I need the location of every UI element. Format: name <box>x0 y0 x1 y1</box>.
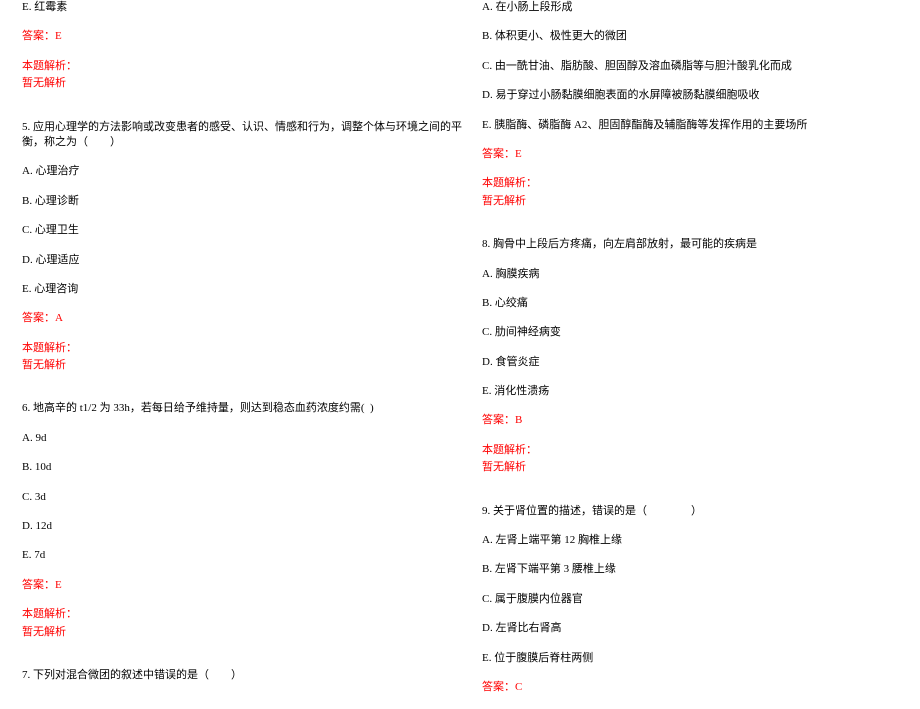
q9-option-e: E. 位于腹膜后脊柱两侧 <box>482 651 920 666</box>
left-column: E. 红霉素 答案：E 本题解析： 暂无解析 5. 应用心理学的方法影响或改变患… <box>22 0 462 697</box>
q9-option-b: B. 左肾下端平第 3 腰椎上缘 <box>482 562 920 577</box>
q7-option-b: B. 体积更小、极性更大的微团 <box>482 29 920 44</box>
q8-answer: 答案：B <box>482 413 920 428</box>
q8-option-a: A. 胸膜疾病 <box>482 267 920 282</box>
q6-answer: 答案：E <box>22 578 462 593</box>
q8-explanation-text: 暂无解析 <box>482 460 920 475</box>
q8-option-d: D. 食管炎症 <box>482 355 920 370</box>
q5-option-d: D. 心理适应 <box>22 253 462 268</box>
q4-answer: 答案：E <box>22 29 462 44</box>
q6-option-b: B. 10d <box>22 460 462 475</box>
q7-option-a: A. 在小肠上段形成 <box>482 0 920 15</box>
q4-explanation-text: 暂无解析 <box>22 76 462 91</box>
q8-stem: 8. 胸骨中上段后方疼痛，向左肩部放射，最可能的疾病是 <box>482 237 920 252</box>
q6-stem: 6. 地高辛的 t1/2 为 33h，若每日给予维持量，则达到稳态血药浓度约需(… <box>22 401 462 416</box>
q5-explanation-label: 本题解析： <box>22 341 462 356</box>
q5-option-e: E. 心理咨询 <box>22 282 462 297</box>
q7-answer: 答案：E <box>482 147 920 162</box>
q5-stem: 5. 应用心理学的方法影响或改变患者的感受、认识、情感和行为，调整个体与环境之间… <box>22 120 462 151</box>
q4-explanation-label: 本题解析： <box>22 59 462 74</box>
q5-option-b: B. 心理诊断 <box>22 194 462 209</box>
q9-option-a: A. 左肾上端平第 12 胸椎上缘 <box>482 533 920 548</box>
q6-explanation-label: 本题解析： <box>22 607 462 622</box>
q8-option-c: C. 肋间神经病变 <box>482 325 920 340</box>
right-column: A. 在小肠上段形成 B. 体积更小、极性更大的微团 C. 由一酰甘油、脂肪酸、… <box>482 0 920 709</box>
q4-option-e: E. 红霉素 <box>22 0 462 15</box>
q7-option-e: E. 胰脂酶、磷脂酶 A2、胆固醇酯酶及辅脂酶等发挥作用的主要场所 <box>482 118 920 133</box>
q9-option-c: C. 属于腹膜内位器官 <box>482 592 920 607</box>
q8-option-e: E. 消化性溃疡 <box>482 384 920 399</box>
q5-explanation-text: 暂无解析 <box>22 358 462 373</box>
q6-option-d: D. 12d <box>22 519 462 534</box>
q6-option-e: E. 7d <box>22 548 462 563</box>
q8-option-b: B. 心绞痛 <box>482 296 920 311</box>
q6-option-c: C. 3d <box>22 490 462 505</box>
q9-answer: 答案：C <box>482 680 920 695</box>
q6-option-a: A. 9d <box>22 431 462 446</box>
q7-stem: 7. 下列对混合微团的叙述中错误的是（ ） <box>22 668 462 683</box>
q7-explanation-label: 本题解析： <box>482 176 920 191</box>
q9-option-d: D. 左肾比右肾高 <box>482 621 920 636</box>
q7-option-c: C. 由一酰甘油、脂肪酸、胆固醇及溶血磷脂等与胆汁酸乳化而成 <box>482 59 920 74</box>
q6-explanation-text: 暂无解析 <box>22 625 462 640</box>
q5-answer: 答案：A <box>22 311 462 326</box>
q9-stem: 9. 关于肾位置的描述，错误的是（ ） <box>482 504 920 519</box>
q5-option-a: A. 心理治疗 <box>22 164 462 179</box>
q5-option-c: C. 心理卫生 <box>22 223 462 238</box>
q7-explanation-text: 暂无解析 <box>482 194 920 209</box>
q7-option-d: D. 易于穿过小肠黏膜细胞表面的水屏障被肠黏膜细胞吸收 <box>482 88 920 103</box>
q8-explanation-label: 本题解析： <box>482 443 920 458</box>
